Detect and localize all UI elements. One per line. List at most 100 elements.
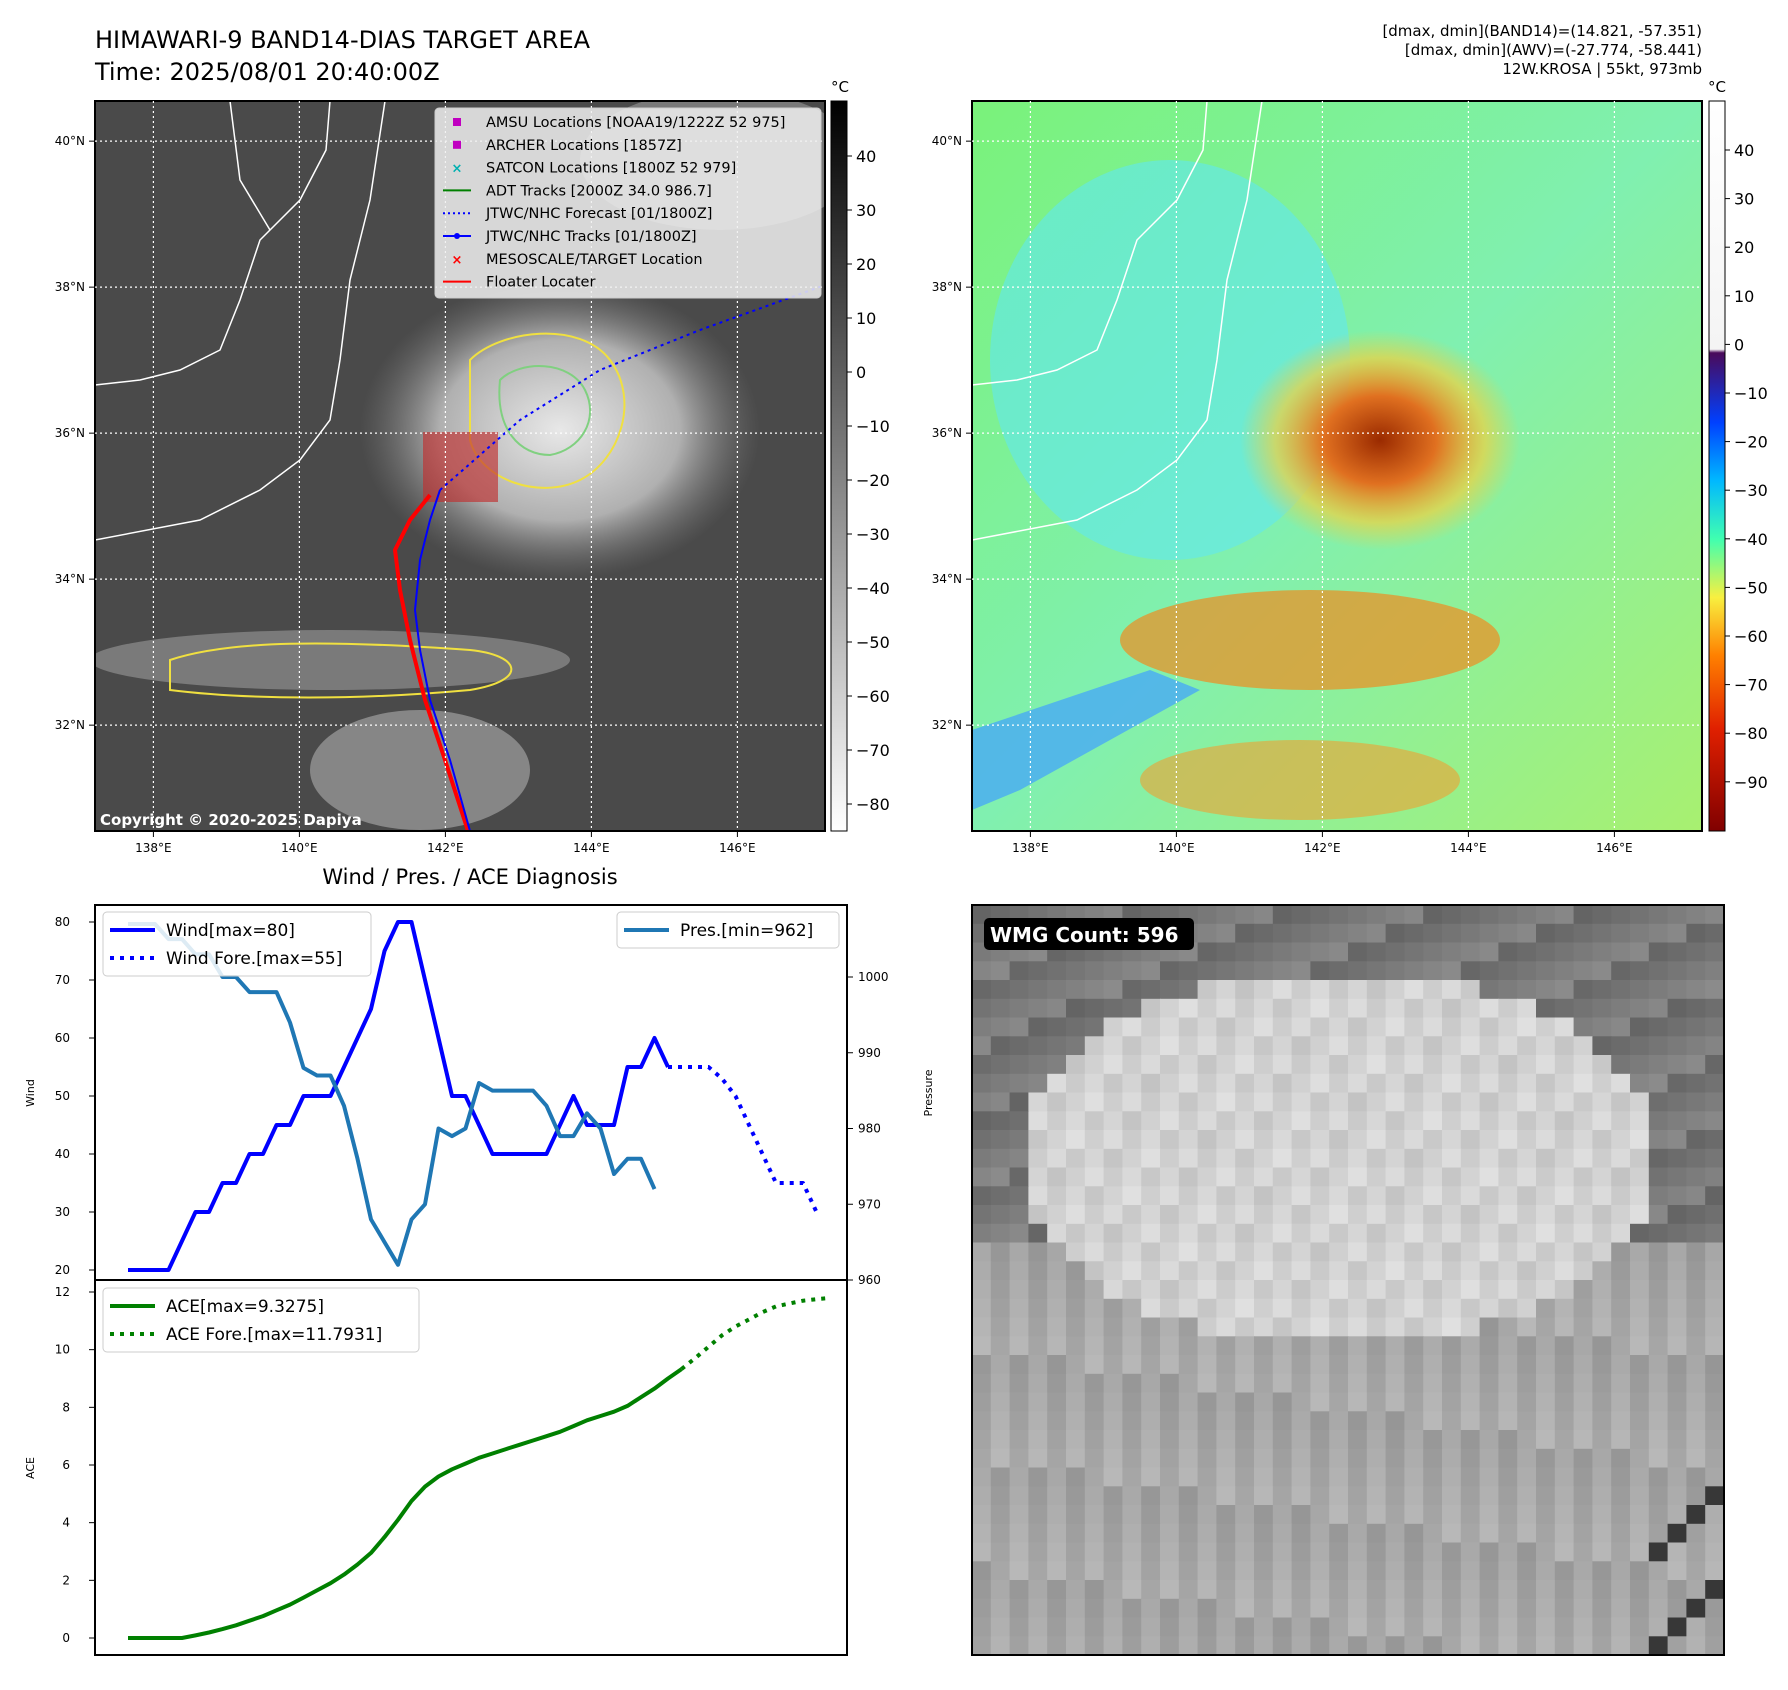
wmg-pixel (1479, 1111, 1499, 1131)
wmg-pixel (1517, 905, 1537, 925)
wmg-pixel (1197, 1448, 1217, 1469)
wmg-pixel (1216, 905, 1236, 925)
wmg-pixel (1103, 1617, 1123, 1637)
wmg-pixel (1385, 1486, 1405, 1506)
wmg-pixel (1573, 1223, 1593, 1244)
wmg-pixel (1348, 1242, 1368, 1262)
y-tick-label: 40 (55, 1147, 70, 1161)
wmg-pixel (1272, 1523, 1293, 1544)
series-line (128, 1367, 683, 1640)
wmg-pixel (1460, 1280, 1481, 1300)
wmg-pixel (1216, 1430, 1236, 1450)
wmg-pixel (1216, 1036, 1236, 1056)
wmg-pixel (1235, 1073, 1255, 1094)
wmg-pixel (1066, 961, 1086, 981)
wmg-pixel (1254, 1336, 1274, 1356)
wmg-pixel (1667, 1055, 1687, 1075)
wmg-pixel (1404, 1017, 1424, 1037)
wmg-pixel (1667, 1017, 1687, 1037)
wmg-pixel (1160, 1280, 1180, 1300)
wmg-pixel (1592, 1317, 1612, 1337)
wmg-pixel (1404, 1186, 1424, 1206)
wmg-pixel (1385, 1205, 1405, 1225)
colorbar-tick-label: −20 (856, 471, 890, 490)
wmg-pixel (1216, 923, 1236, 944)
wmg-pixel (1160, 1205, 1180, 1225)
wmg-pixel (1498, 1261, 1518, 1281)
wmg-pixel (1686, 1523, 1706, 1544)
wmg-pixel (1197, 1392, 1217, 1412)
wmg-pixel (1103, 1167, 1123, 1187)
wmg-pixel (1272, 1598, 1293, 1619)
wmg-pixel (1272, 1448, 1293, 1469)
wmg-pixel (1178, 1448, 1199, 1469)
wmg-pixel (972, 1467, 992, 1487)
wmg-pixel (1592, 1055, 1612, 1075)
wmg-pixel (1122, 1036, 1142, 1056)
wmg-pixel (1310, 1336, 1330, 1356)
wmg-pixel (1667, 1092, 1687, 1112)
wmg-pixel (1160, 1505, 1180, 1525)
wmg-pixel (1235, 942, 1255, 962)
legend-box (102, 1287, 420, 1353)
wmg-pixel (1160, 1355, 1180, 1375)
wmg-pixel (1197, 1636, 1217, 1656)
wmg-pixel (1498, 1036, 1518, 1056)
wmg-pixel (1084, 1561, 1105, 1581)
wmg-pixel (1066, 980, 1086, 1000)
wmg-pixel (1460, 1130, 1481, 1150)
wmg-pixel (1122, 1280, 1142, 1300)
wmg-pixel (1479, 998, 1499, 1019)
wmg-pixel (1197, 1373, 1217, 1394)
wmg-pixel (1235, 1092, 1255, 1112)
y-tick-label: 4 (62, 1516, 70, 1530)
wmg-pixel (1235, 1561, 1255, 1581)
wmg-pixel (1366, 1298, 1387, 1319)
wmg-pixel (1122, 1205, 1142, 1225)
wmg-pixel (1348, 998, 1368, 1019)
wmg-pixel (990, 980, 1011, 1000)
wmg-pixel (1366, 998, 1387, 1019)
wmg-pixel (1686, 1355, 1706, 1375)
wmg-pixel (990, 1355, 1011, 1375)
wmg-pixel (1498, 942, 1518, 962)
wmg-pixel (1141, 961, 1161, 981)
wmg-pixel (1047, 1205, 1067, 1225)
wmg-pixel (972, 1092, 992, 1112)
wmg-pixel (1648, 1523, 1669, 1544)
legend-marker-square (453, 118, 461, 126)
wmg-pixel (1554, 1205, 1575, 1225)
wmg-pixel (1141, 1580, 1161, 1600)
wmg-pixel (1592, 1636, 1612, 1656)
wmg-pixel (1423, 1542, 1443, 1562)
wmg-pixel (1291, 1430, 1311, 1450)
wmg-pixel (1404, 1036, 1424, 1056)
wmg-pixel (1460, 1261, 1481, 1281)
wmg-pixel (1310, 1167, 1330, 1187)
wmg-pixel (1366, 942, 1387, 962)
wmg-pixel (1667, 1036, 1687, 1056)
wmg-pixel (1536, 1355, 1556, 1375)
wmg-pixel (1216, 1223, 1236, 1244)
wmg-pixel (1667, 1373, 1687, 1394)
wmg-pixel (990, 1411, 1011, 1431)
wmg-pixel (1404, 1523, 1424, 1544)
wmg-pixel (1573, 980, 1593, 1000)
wmg-pixel (1648, 905, 1669, 925)
wmg-pixel (1084, 980, 1105, 1000)
wmg-pixel (1460, 905, 1481, 925)
wmg-pixel (1573, 1486, 1593, 1506)
wmg-pixel (1630, 1317, 1650, 1337)
wmg-pixel (1197, 1280, 1217, 1300)
wmg-pixel (1178, 1223, 1199, 1244)
wmg-pixel (1028, 1355, 1048, 1375)
wmg-pixel (1254, 1598, 1274, 1619)
wmg-pixel (1630, 1561, 1650, 1581)
wmg-pixel (1536, 1055, 1556, 1075)
wmg-pixel (1066, 1373, 1086, 1394)
wmg-pixel (1235, 1580, 1255, 1600)
wmg-pixel (1141, 1092, 1161, 1112)
wmg-pixel (1047, 1130, 1067, 1150)
wmg-pixel (1404, 1561, 1424, 1581)
wmg-pixel (1047, 1148, 1067, 1169)
